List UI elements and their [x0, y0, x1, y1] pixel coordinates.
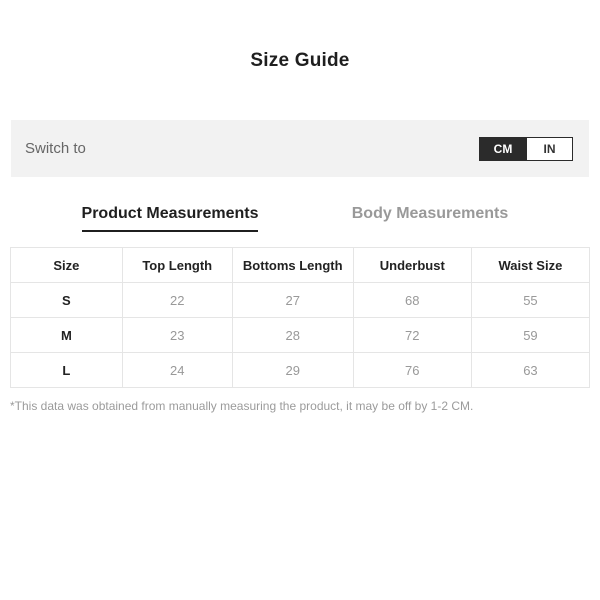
value-s-waist-size: 55	[470, 282, 591, 318]
value-s-top-length: 22	[121, 282, 233, 318]
value-m-waist-size: 59	[470, 317, 591, 353]
value-s-bottoms-length: 27	[231, 282, 354, 318]
value-l-bottoms-length: 29	[231, 352, 354, 388]
column-header-size: Size	[10, 247, 123, 283]
size-label-l: L	[10, 352, 123, 388]
size-label-s: S	[10, 282, 123, 318]
value-m-top-length: 23	[121, 317, 233, 353]
column-header-top-length: Top Length	[121, 247, 233, 283]
tab-product-measurements-label: Product Measurements	[81, 205, 259, 232]
column-header-underbust: Underbust	[352, 247, 472, 283]
value-l-underbust: 76	[352, 352, 472, 388]
table-row-size-m: M 23 28 72 59	[10, 317, 591, 353]
unit-in-button[interactable]: IN	[526, 137, 572, 160]
switch-to-label: Switch to	[25, 140, 86, 157]
measurement-tabs: Product Measurements Body Measurements	[40, 205, 560, 232]
table-header-row: Size Top Length Bottoms Length Underbust…	[10, 247, 591, 283]
table-row-size-s: S 22 27 68 55	[10, 282, 591, 318]
measurement-disclaimer: *This data was obtained from manually me…	[10, 399, 474, 413]
size-label-m: M	[10, 317, 123, 353]
unit-switch-bar: Switch to CM IN	[11, 120, 589, 177]
column-header-bottoms-length: Bottoms Length	[231, 247, 354, 283]
column-header-waist-size: Waist Size	[470, 247, 591, 283]
value-l-top-length: 24	[121, 352, 233, 388]
unit-cm-button[interactable]: CM	[480, 137, 526, 160]
value-s-underbust: 68	[352, 282, 472, 318]
value-m-underbust: 72	[352, 317, 472, 353]
unit-toggle: CM IN	[479, 136, 573, 161]
tab-body-measurements[interactable]: Body Measurements	[300, 205, 560, 232]
value-m-bottoms-length: 28	[231, 317, 354, 353]
tab-product-measurements[interactable]: Product Measurements	[40, 205, 300, 232]
table-row-size-l: L 24 29 76 63	[10, 352, 591, 388]
page-title: Size Guide	[250, 50, 350, 71]
size-measurements-table: Size Top Length Bottoms Length Underbust…	[10, 247, 591, 388]
tab-body-measurements-label: Body Measurements	[351, 205, 509, 222]
value-l-waist-size: 63	[470, 352, 591, 388]
